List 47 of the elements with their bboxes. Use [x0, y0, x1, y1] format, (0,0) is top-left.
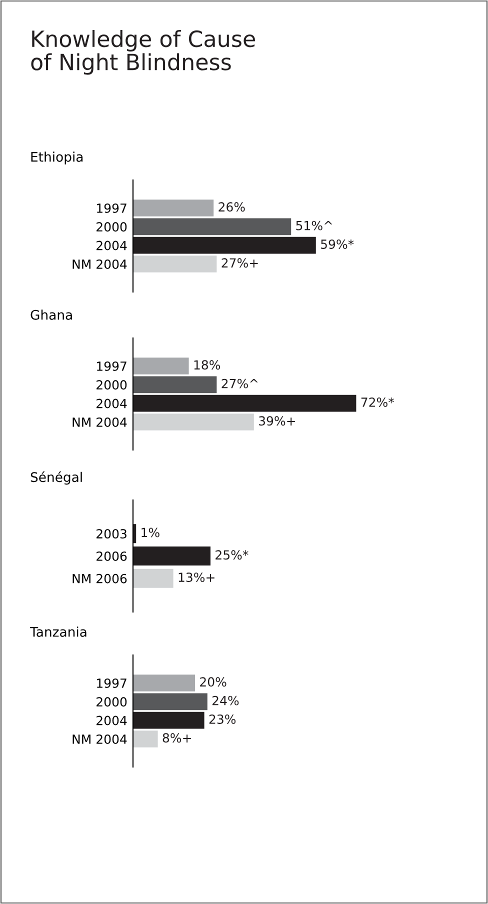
data-label: 23% [209, 714, 236, 724]
y-tick-label: NM 2004 [72, 734, 127, 744]
bar [133, 256, 217, 272]
y-tick-label: 2003 [96, 529, 126, 539]
bar [133, 200, 214, 216]
y-tick-label: 1997 [97, 678, 126, 688]
bar [133, 693, 208, 710]
bar [133, 218, 292, 236]
data-label: 39%+ [259, 416, 295, 426]
y-tick-label: 1997 [97, 361, 126, 371]
bar [133, 376, 217, 394]
bar [133, 730, 158, 748]
y-tick-label: 1997 [97, 203, 126, 213]
bar [133, 712, 204, 729]
chart-title: Tanzania [30, 626, 86, 637]
y-tick-label: 2004 [96, 716, 127, 726]
chart-title: Ghana [30, 310, 72, 320]
data-label: 26% [218, 202, 245, 212]
y-tick-label: NM 2004 [72, 259, 127, 269]
data-label: 20% [200, 677, 226, 687]
bar [133, 236, 316, 254]
y-tick-label: 2004 [96, 398, 127, 408]
data-label: 59%* [321, 240, 354, 249]
y-tick-label: 2000 [96, 380, 127, 390]
y-tick-label: NM 2006 [72, 574, 127, 584]
chart-title: Sénégal [30, 471, 82, 485]
bar [133, 674, 195, 692]
data-label: 13%+ [178, 572, 214, 582]
y-tick-label: 2000 [96, 697, 127, 707]
y-tick-label: 2004 [96, 240, 127, 250]
data-label: 18% [194, 360, 220, 370]
y-tick-label: NM 2004 [72, 417, 127, 427]
data-label: 72%* [361, 398, 394, 407]
data-label: 24% [212, 696, 239, 706]
bar [133, 358, 189, 374]
data-label: 27%^ [222, 378, 258, 388]
data-label: 8%+ [162, 733, 191, 743]
bar [133, 394, 356, 412]
y-tick-label: 2006 [96, 551, 127, 561]
data-label: 1% [142, 528, 160, 538]
chart-subtitle: Ethiopia [31, 152, 83, 164]
data-label: 51%^ [296, 220, 332, 230]
y-tick-label: 2000 [96, 222, 127, 232]
data-label: 25%* [216, 550, 248, 560]
data-label: 27%+ [222, 258, 258, 268]
bar [133, 414, 254, 430]
chart-title: Knowledge of Cause of Night Blindness [31, 30, 255, 75]
